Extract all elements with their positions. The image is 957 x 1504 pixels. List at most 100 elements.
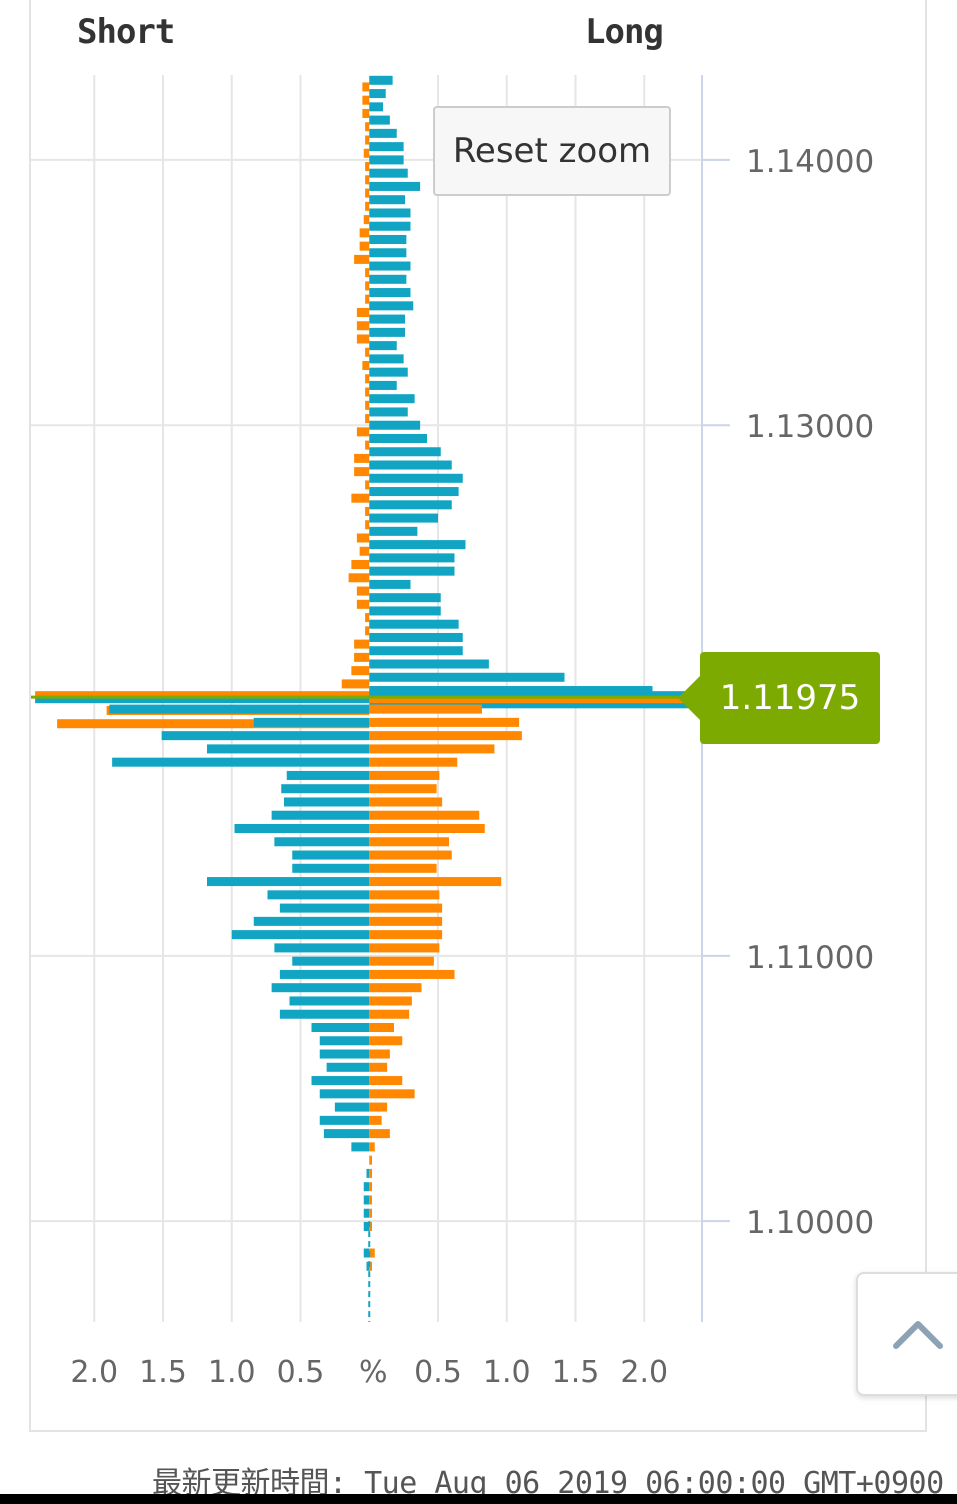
long-bar	[369, 274, 407, 284]
long-bar	[35, 697, 370, 704]
short-header: Short	[77, 12, 175, 52]
short-bar	[369, 1089, 415, 1099]
long-bar	[253, 717, 370, 727]
reset-zoom-button[interactable]: Reset zoom	[433, 106, 671, 196]
long-bar	[207, 877, 370, 887]
short-bar	[351, 666, 370, 676]
short-bar	[369, 697, 704, 704]
long-bar	[363, 1248, 370, 1258]
x-tick-label-long: 0.5	[414, 1355, 462, 1390]
short-bar	[365, 626, 370, 636]
market-order-chart: 1.14000 1.13000 1.11000 1.10000 2.0 1.5 1.0 0.5…	[31, 75, 874, 1390]
long-bar	[369, 447, 441, 457]
short-bar	[369, 744, 495, 754]
long-bar	[292, 850, 370, 860]
short-bar	[359, 241, 370, 251]
long-bar	[207, 744, 370, 754]
short-bar	[369, 717, 520, 727]
short-bar	[348, 573, 370, 583]
long-bar	[363, 1182, 370, 1192]
short-bar	[351, 493, 370, 503]
long-bar	[369, 646, 463, 656]
short-bar	[354, 652, 370, 662]
long-bar	[369, 128, 397, 138]
long-bar	[351, 1142, 370, 1152]
long-bar	[369, 354, 404, 364]
short-bar	[365, 201, 370, 211]
short-bar	[365, 400, 370, 410]
short-bar	[365, 520, 370, 530]
short-bar	[369, 1115, 382, 1125]
long-bar	[271, 810, 370, 820]
long-bar	[369, 208, 411, 218]
short-bar	[354, 254, 370, 264]
x-tick-label-short: 1.5	[139, 1355, 187, 1390]
short-bar	[369, 1129, 390, 1139]
short-bar	[369, 850, 452, 860]
short-bar	[369, 996, 412, 1006]
long-bar	[274, 837, 370, 847]
short-bar	[369, 731, 522, 741]
short-bar	[369, 956, 434, 966]
short-bar	[369, 1221, 372, 1231]
short-bar	[369, 1182, 372, 1192]
short-bar	[365, 281, 370, 291]
long-bar	[109, 704, 370, 714]
long-bar	[369, 433, 427, 443]
long-bar	[319, 1036, 370, 1046]
long-bar	[286, 770, 370, 780]
short-bar	[362, 108, 370, 118]
long-bar	[369, 102, 383, 112]
short-bar	[341, 679, 370, 689]
y-tick-label: 1.10000	[746, 1205, 874, 1241]
short-bar	[369, 1195, 372, 1205]
long-bar	[369, 487, 459, 497]
long-bar	[369, 460, 452, 470]
short-bar	[354, 453, 370, 463]
short-bar	[365, 440, 370, 450]
short-bar	[369, 823, 485, 834]
x-tick-label-short: 0.5	[277, 1355, 325, 1390]
long-bar	[369, 632, 463, 642]
long-bar	[369, 288, 411, 298]
short-bar	[365, 414, 370, 424]
long-bar	[323, 1129, 370, 1139]
short-bar	[369, 757, 458, 767]
long-bar	[366, 1261, 370, 1271]
long-bar	[369, 686, 653, 696]
long-bar	[369, 659, 489, 669]
long-bar	[363, 1208, 370, 1218]
long-bar	[319, 1115, 370, 1125]
short-bar	[369, 969, 455, 979]
long-bar	[369, 394, 415, 404]
long-bar	[369, 327, 405, 337]
chevron-up-icon	[893, 1321, 943, 1349]
long-bar	[319, 1049, 370, 1059]
long-bar	[271, 983, 370, 993]
long-bar	[363, 1195, 370, 1205]
long-bar	[369, 553, 455, 563]
short-bar	[354, 639, 370, 649]
long-bar	[311, 1022, 370, 1033]
x-axis-percent-label: %	[359, 1355, 388, 1390]
short-bar	[365, 162, 370, 172]
long-bar	[369, 380, 397, 390]
short-bar	[369, 1142, 375, 1152]
long-bar	[253, 916, 370, 926]
short-bar	[369, 1076, 403, 1086]
long-bar	[369, 699, 690, 709]
long-bar	[369, 168, 408, 178]
long-bar	[281, 784, 370, 794]
short-bar	[365, 294, 370, 304]
short-bar	[369, 1022, 394, 1033]
short-bar	[365, 175, 370, 185]
short-bar	[369, 1036, 403, 1046]
long-bar	[369, 89, 386, 99]
long-bar	[369, 248, 407, 258]
short-bar	[365, 268, 370, 278]
short-bar	[369, 877, 502, 887]
scroll-to-top-button[interactable]	[856, 1272, 957, 1396]
short-bar	[362, 95, 370, 105]
long-bar	[292, 863, 370, 873]
long-bar	[326, 1062, 370, 1072]
